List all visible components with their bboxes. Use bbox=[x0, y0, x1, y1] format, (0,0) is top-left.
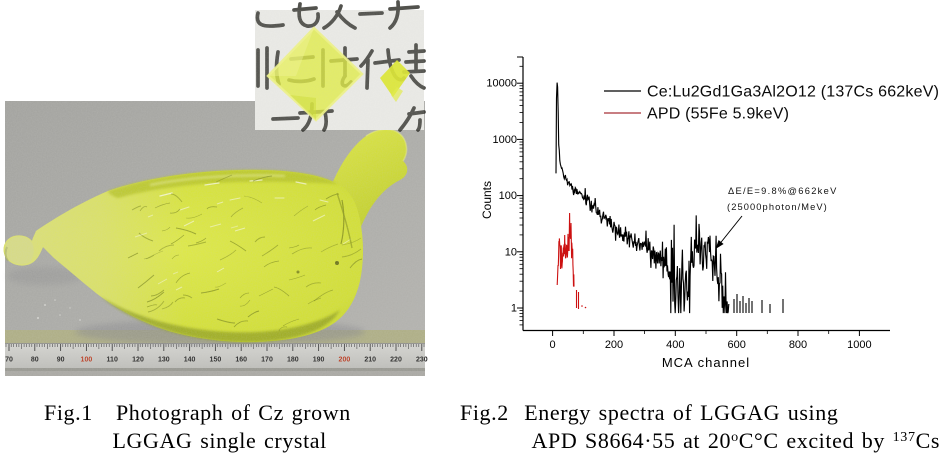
svg-text:Ce:Lu2Gd1Ga3Al2O12 (137Cs 662k: Ce:Lu2Gd1Ga3Al2O12 (137Cs 662keV) bbox=[647, 84, 939, 101]
svg-text:APD (55Fe 5.9keV): APD (55Fe 5.9keV) bbox=[647, 106, 789, 123]
svg-text:600: 600 bbox=[728, 339, 746, 351]
svg-text:Counts: Counts bbox=[480, 181, 494, 219]
svg-text:1000: 1000 bbox=[847, 339, 871, 351]
svg-text:0: 0 bbox=[550, 339, 556, 351]
svg-text:MCA channel: MCA channel bbox=[662, 355, 750, 370]
svg-text:200: 200 bbox=[605, 339, 623, 351]
svg-text:(25000photon/MeV): (25000photon/MeV) bbox=[727, 202, 828, 212]
svg-text:1000: 1000 bbox=[493, 134, 517, 146]
svg-text:10: 10 bbox=[505, 246, 517, 258]
svg-text:10000: 10000 bbox=[486, 78, 517, 90]
svg-text:400: 400 bbox=[666, 339, 684, 351]
svg-text:100: 100 bbox=[499, 190, 517, 202]
svg-text:ΔE/E=9.8%@662keV: ΔE/E=9.8%@662keV bbox=[728, 186, 838, 196]
svg-text:1: 1 bbox=[511, 303, 517, 315]
svg-text:800: 800 bbox=[789, 339, 807, 351]
